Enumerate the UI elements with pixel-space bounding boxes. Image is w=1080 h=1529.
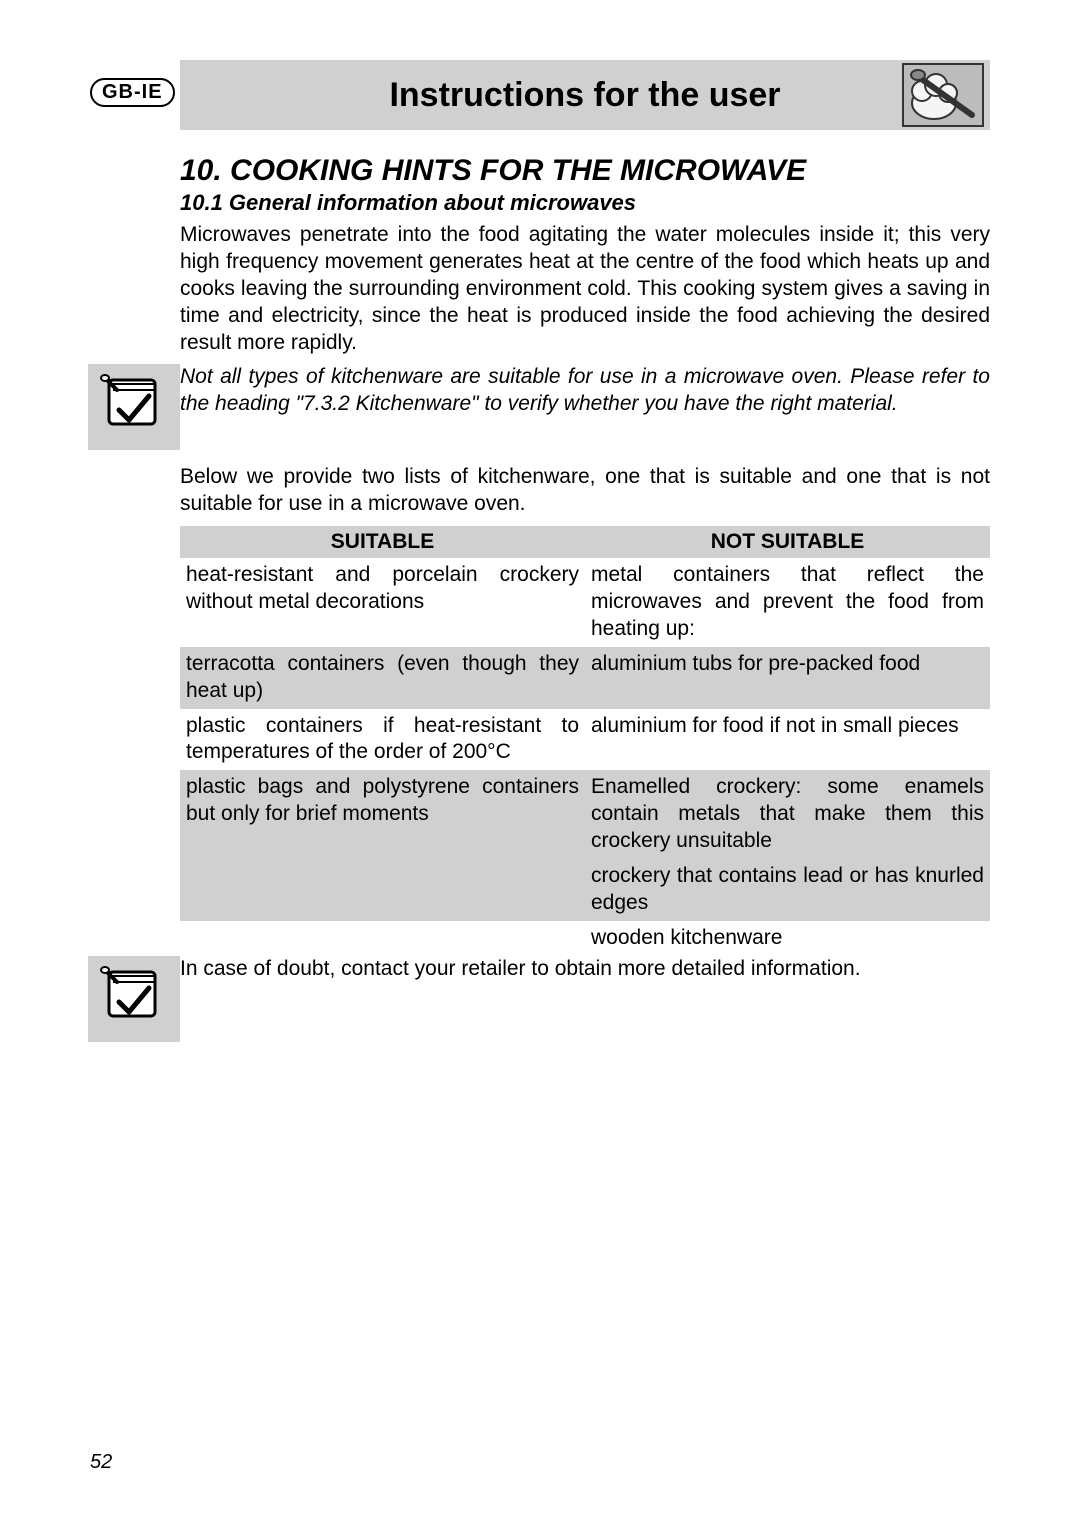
- page-header: Instructions for the user: [180, 60, 990, 130]
- table-cell-suitable: terracotta containers (even though they …: [180, 647, 585, 709]
- page-number: 52: [90, 1451, 112, 1474]
- table-cell-suitable: plastic bags and polystyrene containers …: [180, 770, 585, 859]
- kitchenware-table: SUITABLE NOT SUITABLE heat-resistant and…: [180, 526, 990, 955]
- table-cell-not-suitable: wooden kitchenware: [585, 921, 990, 956]
- table-cell-suitable: [180, 859, 585, 921]
- note-paragraph: Not all types of kitchenware are suitabl…: [180, 364, 990, 418]
- note-icon: [88, 956, 180, 1042]
- table-cell-not-suitable: crockery that contains lead or has knurl…: [585, 859, 990, 921]
- table-header-not-suitable: NOT SUITABLE: [585, 526, 990, 558]
- document-page: GB-IE Instructions for the user 10. COOK…: [0, 0, 1080, 1529]
- table-cell-not-suitable: aluminium tubs for pre-packed food: [585, 647, 990, 709]
- table-row: plastic bags and polystyrene containers …: [180, 770, 990, 859]
- table-row: plastic containers if heat-resistant to …: [180, 709, 990, 771]
- table-cell-not-suitable: aluminium for food if not in small piece…: [585, 709, 990, 771]
- table-cell-suitable: [180, 921, 585, 956]
- table-cell-suitable: plastic containers if heat-resistant to …: [180, 709, 585, 771]
- chef-hat-spoon-icon: [902, 63, 984, 127]
- page-content: 10. COOKING HINTS FOR THE MICROWAVE 10.1…: [180, 154, 990, 1042]
- table-row: heat-resistant and porcelain crockery wi…: [180, 558, 990, 647]
- section-subheading: 10.1 General information about microwave…: [180, 190, 990, 216]
- note-block: In case of doubt, contact your retailer …: [88, 956, 990, 1042]
- table-header-suitable: SUITABLE: [180, 526, 585, 558]
- table-cell-suitable: heat-resistant and porcelain crockery wi…: [180, 558, 585, 647]
- table-cell-not-suitable: metal containers that reflect the microw…: [585, 558, 990, 647]
- page-title: Instructions for the user: [389, 76, 780, 115]
- language-badge-wrap: GB-IE: [90, 78, 175, 107]
- intro-paragraph: Microwaves penetrate into the food agita…: [180, 222, 990, 356]
- note-text: In case of doubt, contact your retailer …: [180, 956, 990, 991]
- table-row: crockery that contains lead or has knurl…: [180, 859, 990, 921]
- table-cell-not-suitable: Enamelled crockery: some enamels contain…: [585, 770, 990, 859]
- section-heading: 10. COOKING HINTS FOR THE MICROWAVE: [180, 154, 990, 188]
- note-block: Not all types of kitchenware are suitabl…: [88, 364, 990, 450]
- note-paragraph: In case of doubt, contact your retailer …: [180, 956, 990, 983]
- list-intro-paragraph: Below we provide two lists of kitchenwar…: [180, 464, 990, 518]
- note-text: Not all types of kitchenware are suitabl…: [180, 364, 990, 426]
- language-badge: GB-IE: [90, 78, 175, 107]
- table-row: terracotta containers (even though they …: [180, 647, 990, 709]
- table-row: wooden kitchenware: [180, 921, 990, 956]
- note-icon: [88, 364, 180, 450]
